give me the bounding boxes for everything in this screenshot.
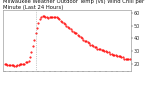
Text: Milwaukee Weather Outdoor Temp (vs) Wind Chill per Minute (Last 24 Hours): Milwaukee Weather Outdoor Temp (vs) Wind…: [3, 0, 144, 10]
